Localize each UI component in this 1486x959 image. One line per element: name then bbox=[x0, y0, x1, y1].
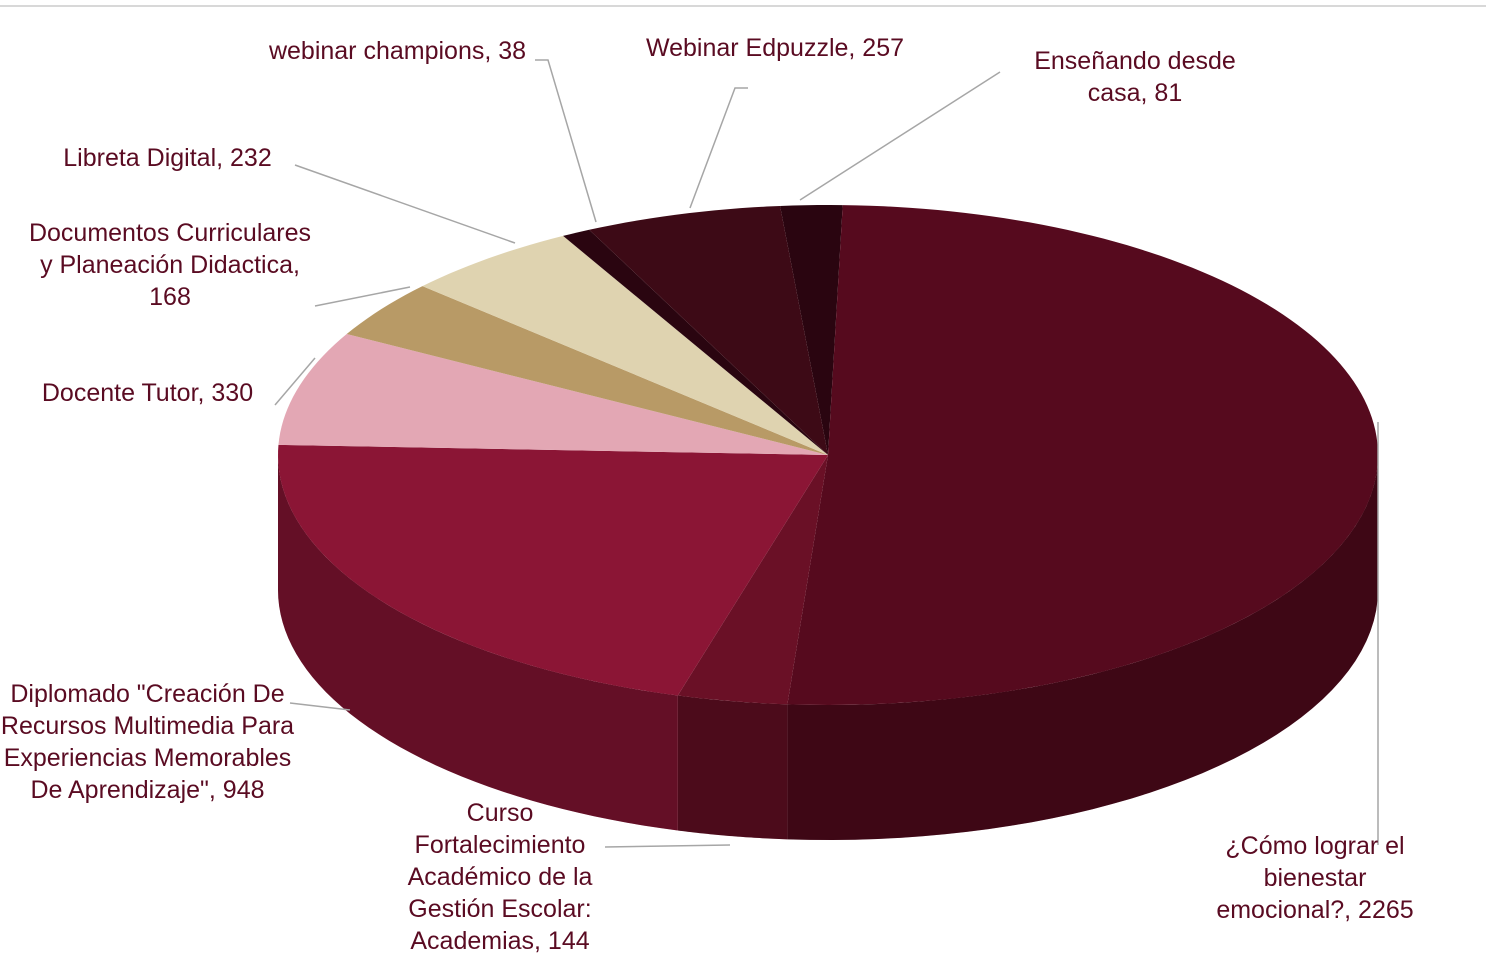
leader-line bbox=[799, 71, 1001, 201]
slice-side bbox=[677, 695, 788, 840]
slice-side-shade bbox=[677, 695, 788, 840]
slice-side bbox=[278, 455, 678, 831]
slice bbox=[780, 205, 843, 455]
leader-line bbox=[314, 286, 411, 307]
data-label: Documentos Curriculares y Planeación Did… bbox=[28, 219, 312, 311]
data-label: Docente Tutor, 330 bbox=[41, 379, 254, 407]
slice bbox=[787, 205, 1378, 705]
slice-side bbox=[787, 455, 1378, 840]
slice bbox=[422, 235, 828, 455]
leader-line bbox=[274, 357, 316, 406]
data-label: Curso Fortalecimiento Académico de la Ge… bbox=[407, 799, 593, 955]
slice bbox=[677, 455, 828, 705]
slice-side-shade bbox=[787, 455, 1378, 840]
leader-line bbox=[604, 844, 731, 848]
leader-line bbox=[535, 59, 597, 223]
leader-line bbox=[689, 87, 748, 209]
slice bbox=[278, 334, 828, 455]
data-label: webinar champions, 38 bbox=[268, 37, 527, 65]
data-label: Enseñando desde casa, 81 bbox=[1034, 47, 1236, 107]
leader-line bbox=[294, 164, 516, 244]
slice bbox=[346, 286, 828, 455]
slice bbox=[563, 229, 828, 455]
slice bbox=[589, 205, 828, 455]
slice-side-shade bbox=[278, 455, 678, 831]
data-label: Diplomado "Creación De Recursos Multimed… bbox=[0, 680, 295, 804]
leader-line bbox=[289, 702, 351, 711]
data-label: ¿Cómo lograr el bienestar emocional?, 22… bbox=[1216, 832, 1414, 924]
slice bbox=[278, 444, 828, 696]
data-label: Webinar Edpuzzle, 257 bbox=[645, 34, 905, 62]
data-label: Libreta Digital, 232 bbox=[63, 144, 272, 172]
